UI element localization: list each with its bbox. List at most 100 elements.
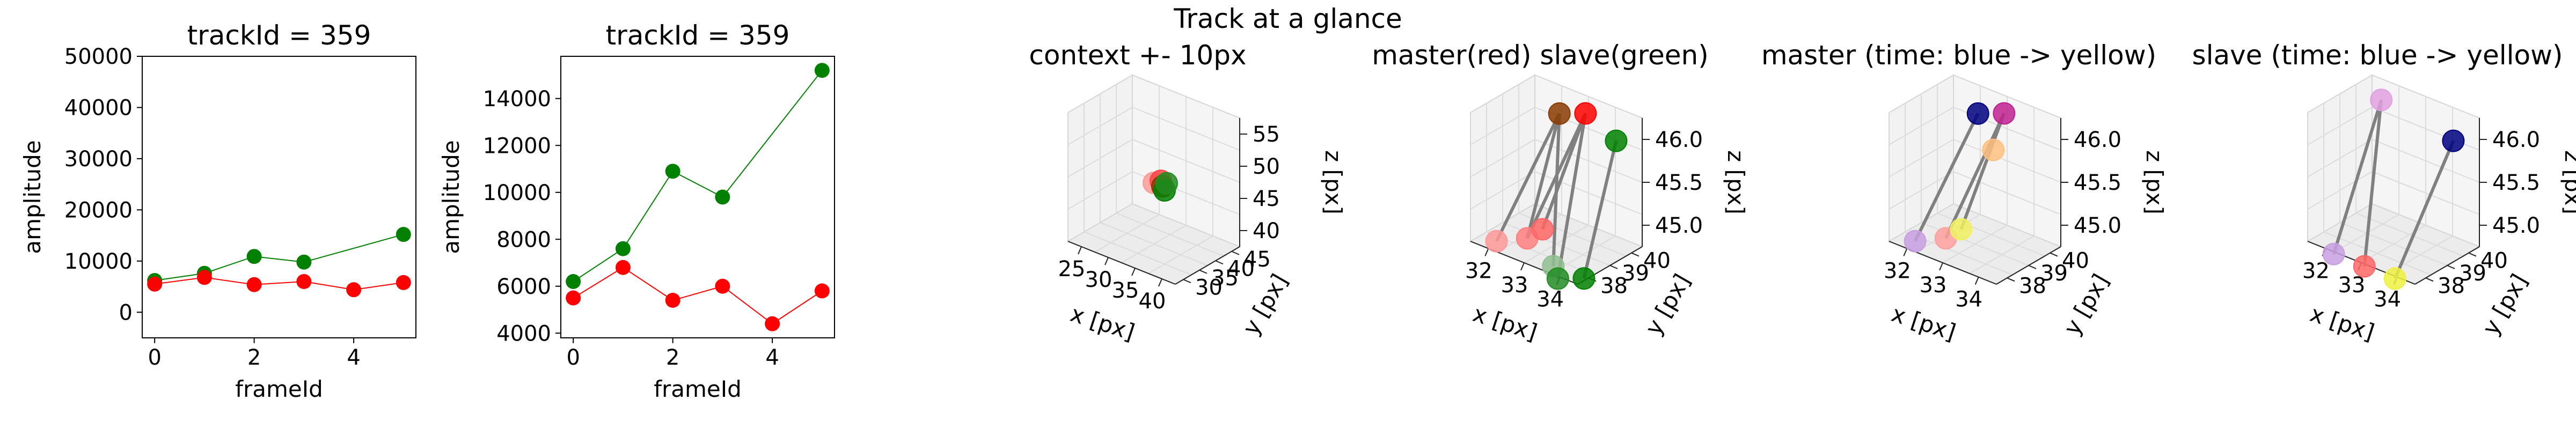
series-2-point <box>566 290 581 306</box>
y-tick-label: 39 <box>2040 261 2068 286</box>
x-axis-label: frameId <box>654 376 742 402</box>
grid-line <box>1132 139 1240 183</box>
x-tick-label: 34 <box>2374 287 2401 312</box>
data-point <box>1966 102 1989 125</box>
grid-line <box>1953 139 2061 183</box>
series-2-point <box>715 278 730 294</box>
grid-line <box>1889 107 1954 145</box>
series-2-point <box>396 275 411 290</box>
data-point <box>1993 102 2016 125</box>
data-point <box>1950 218 1973 241</box>
y-tick-mark <box>1215 260 1224 265</box>
y-tick-mark <box>2468 252 2477 257</box>
data-point <box>2370 88 2393 112</box>
series-2-point <box>196 270 212 285</box>
grid-line <box>2355 212 2464 257</box>
connection-line <box>1541 113 1587 230</box>
data-point <box>1572 267 1596 290</box>
x-tick-mark <box>1939 262 1943 271</box>
y-tick-mark <box>2007 277 2015 282</box>
data-point <box>1155 172 1178 195</box>
series-line-1 <box>155 234 404 282</box>
series-1-point <box>296 254 312 270</box>
y-tick-label: 10000 <box>64 249 133 274</box>
panel-title: master(red) slave(green) <box>1372 40 1709 71</box>
connection-line <box>2394 140 2455 279</box>
x-tick-label: 32 <box>2302 258 2330 283</box>
grid-line <box>1470 107 1535 145</box>
x-tick-label: 0 <box>148 345 161 370</box>
data-point <box>2383 267 2406 290</box>
series-1-point <box>814 63 830 78</box>
data-point <box>1605 129 1628 152</box>
x-tick-label: 40 <box>1139 289 1166 314</box>
panel-2: trackId = 359 0 2 4 4000 6000 8000 10000 12000 14… <box>438 20 835 402</box>
x-tick-label: 35 <box>1112 278 1139 303</box>
x-tick-label: 33 <box>1920 273 1947 298</box>
connection-line <box>1913 113 1980 242</box>
y-axis-label: amplitude <box>438 140 464 254</box>
series-line-2 <box>155 277 404 291</box>
x-tick-label: 2 <box>666 345 679 370</box>
y-tick-label: 40 <box>1643 249 1671 273</box>
data-point <box>1546 267 1569 290</box>
x-tick-mark <box>1104 257 1109 265</box>
y-tick-label: 40 <box>2480 249 2508 273</box>
connection-line <box>1582 140 1618 279</box>
z-tick-label: 45 <box>1253 187 1280 211</box>
grid-line <box>1067 139 1133 177</box>
y-tick-label: 6000 <box>496 275 551 299</box>
x-tick-label: 34 <box>1955 287 1982 312</box>
x-tick-mark <box>1520 262 1525 271</box>
y-tick-label: 38 <box>2019 273 2046 298</box>
x-tick-label: 34 <box>1536 287 1564 312</box>
z-tick-label: 45.0 <box>2492 213 2540 238</box>
data-point <box>1982 138 2005 161</box>
x-tick-label: 4 <box>347 345 360 370</box>
x-axis-label: x [px] <box>2307 300 2378 345</box>
grid-line <box>2307 107 2373 145</box>
grid-line <box>1132 107 1240 151</box>
data-point <box>2322 242 2345 265</box>
panel-title: trackId = 359 <box>187 20 371 51</box>
z-tick-label: 55 <box>1253 122 1280 147</box>
y-tick-mark <box>2425 277 2434 282</box>
grid-line <box>1889 139 1954 177</box>
z-axis-label: z [px] <box>2560 150 2576 214</box>
data-point <box>1548 102 1571 125</box>
grid-line <box>1100 222 1208 266</box>
series-2-point <box>147 276 163 292</box>
data-point <box>1485 230 1508 253</box>
y-tick-label: 30000 <box>64 147 133 172</box>
y-tick-mark <box>2050 252 2058 257</box>
grid-line <box>1969 235 2035 274</box>
z-tick-label: 45.5 <box>1655 171 1703 195</box>
y-tick-mark <box>1183 279 1191 284</box>
x-tick-label: 33 <box>2338 273 2366 298</box>
y-tick-mark <box>1631 252 1640 257</box>
x-tick-mark <box>1974 277 1979 285</box>
y-tick-label: 40000 <box>64 95 133 120</box>
axes-frame <box>142 56 416 338</box>
z-axis-label: z [px] <box>2141 150 2168 214</box>
y-tick-mark <box>1231 250 1240 255</box>
grid-line <box>1470 139 1535 177</box>
x-tick-label: 32 <box>1465 258 1492 283</box>
y-tick-label: 50000 <box>64 45 133 69</box>
x-axis-label: frameId <box>235 376 323 402</box>
series-2-point <box>615 260 631 275</box>
series-1-point <box>396 227 411 242</box>
axes-frame <box>560 56 835 338</box>
y-tick-label: 39 <box>2459 261 2486 286</box>
x-tick-label: 25 <box>1058 257 1086 282</box>
y-tick-label: 40 <box>1227 256 1255 281</box>
series-2-point <box>765 316 780 331</box>
grid-line <box>1534 139 1643 183</box>
figure-suptitle: Track at a glance <box>1173 3 1402 34</box>
x-tick-label: 30 <box>1085 268 1113 292</box>
grid-line <box>1148 235 1213 274</box>
z-tick-label: 45.5 <box>2074 171 2121 195</box>
x-tick-mark <box>1484 248 1489 256</box>
